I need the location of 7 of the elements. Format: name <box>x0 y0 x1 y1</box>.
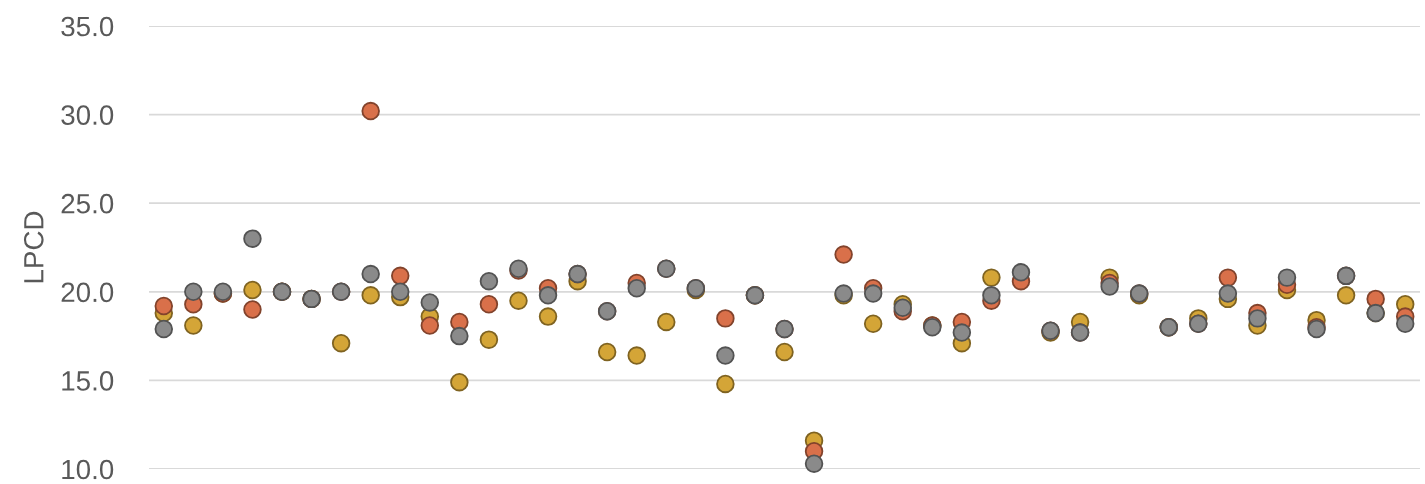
y-tick-label: 20.0 <box>61 282 114 303</box>
y-tick-label: 30.0 <box>61 105 114 125</box>
y-tick-label: 15.0 <box>62 371 114 391</box>
y-tick-label: 25.0 <box>61 193 114 214</box>
y-tick-label: 10.0 <box>62 459 114 480</box>
y-tick-label: 35.0 <box>61 16 114 37</box>
y-axis-title: LPCD <box>23 211 44 283</box>
